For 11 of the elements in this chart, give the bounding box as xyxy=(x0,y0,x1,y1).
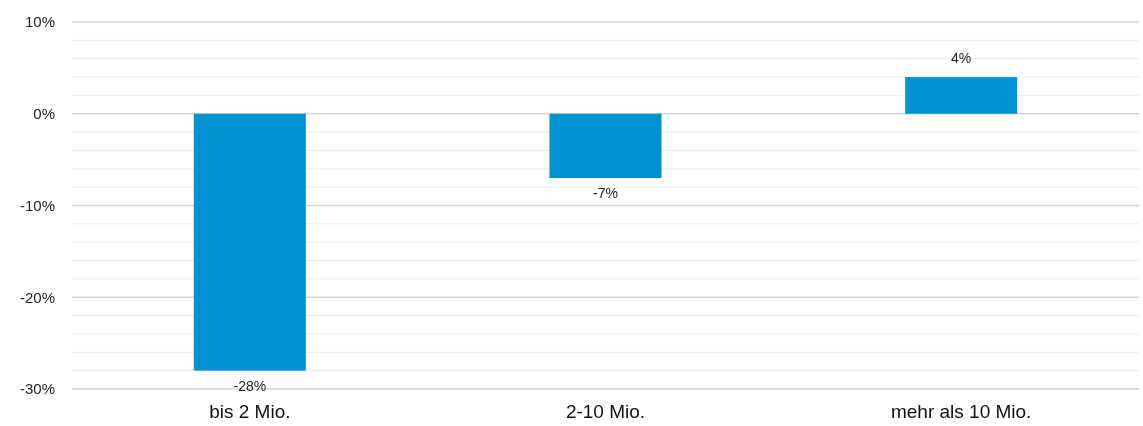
data-label: -7% xyxy=(593,184,618,201)
y-tick-label: -30% xyxy=(19,380,55,398)
x-tick-label: mehr als 10 Mio. xyxy=(890,401,1032,422)
y-tick-label: -10% xyxy=(19,196,55,214)
data-label: -28% xyxy=(233,377,267,394)
y-tick-label: 0% xyxy=(33,105,55,122)
x-tick-label: bis 2 Mio. xyxy=(209,401,291,422)
x-tick-label: 2-10 Mio. xyxy=(565,401,646,422)
y-tick-label: -20% xyxy=(19,288,55,306)
data-label: 4% xyxy=(951,50,972,67)
y-tick-label: 10% xyxy=(24,13,55,31)
